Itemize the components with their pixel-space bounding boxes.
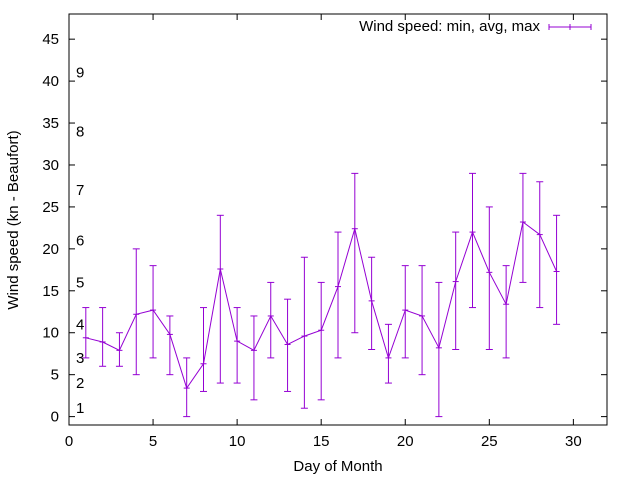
beaufort-label: 6 (76, 232, 84, 249)
y-tick-label: 40 (42, 73, 59, 90)
y-axis-title: Wind speed (kn - Beaufort) (5, 130, 22, 309)
beaufort-annotations: 1 2 3 4 5 6 7 8 9 (76, 65, 84, 418)
x-axis-title: Day of Month (293, 458, 382, 475)
error-bar (284, 298, 292, 392)
beaufort-label: 4 (76, 316, 84, 333)
error-bar (149, 265, 157, 359)
x-tick-label: 10 (229, 433, 246, 450)
y-tick-label: 20 (42, 241, 59, 258)
error-bar (334, 231, 342, 359)
y-tick-label: 35 (42, 115, 59, 132)
y-tick-label: 45 (42, 31, 59, 48)
y-tick-label: 10 (42, 325, 59, 342)
beaufort-label: 2 (76, 375, 84, 392)
beaufort-label: 7 (76, 182, 84, 199)
error-bar (351, 172, 359, 334)
legend: Wind speed: min, avg, max (359, 18, 592, 35)
error-bar (99, 307, 107, 367)
error-bar (216, 214, 224, 384)
y-tick-label: 0 (51, 409, 59, 426)
beaufort-label: 3 (76, 350, 84, 367)
series-line (85, 221, 558, 390)
legend-label: Wind speed: min, avg, max (359, 18, 540, 35)
x-tick-label: 25 (481, 433, 498, 450)
error-bar (519, 172, 527, 283)
error-bar (502, 265, 510, 359)
error-bar (401, 265, 409, 359)
y-tick-label: 30 (42, 157, 59, 174)
error-bar (368, 256, 376, 351)
error-bar (233, 307, 241, 384)
x-tick-label: 15 (313, 433, 330, 450)
error-bar (166, 315, 174, 376)
error-bar (250, 315, 258, 401)
x-tick-label: 30 (565, 433, 582, 450)
y-tick-label: 15 (42, 283, 59, 300)
x-tick-label: 20 (397, 433, 414, 450)
beaufort-label: 1 (76, 400, 84, 417)
error-bar (384, 323, 392, 384)
error-bar (536, 181, 544, 309)
error-bar (300, 256, 308, 409)
error-bar (418, 265, 426, 376)
y-tick-label: 25 (42, 199, 59, 216)
error-bars (82, 172, 561, 418)
beaufort-label: 9 (76, 65, 84, 82)
error-bar (317, 281, 325, 401)
beaufort-label: 5 (76, 274, 84, 291)
plot-frame (68, 13, 608, 426)
error-bar (200, 307, 207, 392)
error-bar (132, 248, 140, 376)
error-bar (485, 206, 493, 351)
error-bar (435, 281, 443, 418)
beaufort-label: 8 (76, 123, 84, 140)
error-bar (553, 214, 561, 325)
axis-ticks (68, 14, 607, 425)
y-tick-label: 5 (51, 367, 59, 384)
series-line-group (85, 221, 558, 390)
x-tick-label: 5 (149, 433, 157, 450)
x-tick-label: 0 (65, 433, 73, 450)
legend-sample (548, 24, 592, 30)
